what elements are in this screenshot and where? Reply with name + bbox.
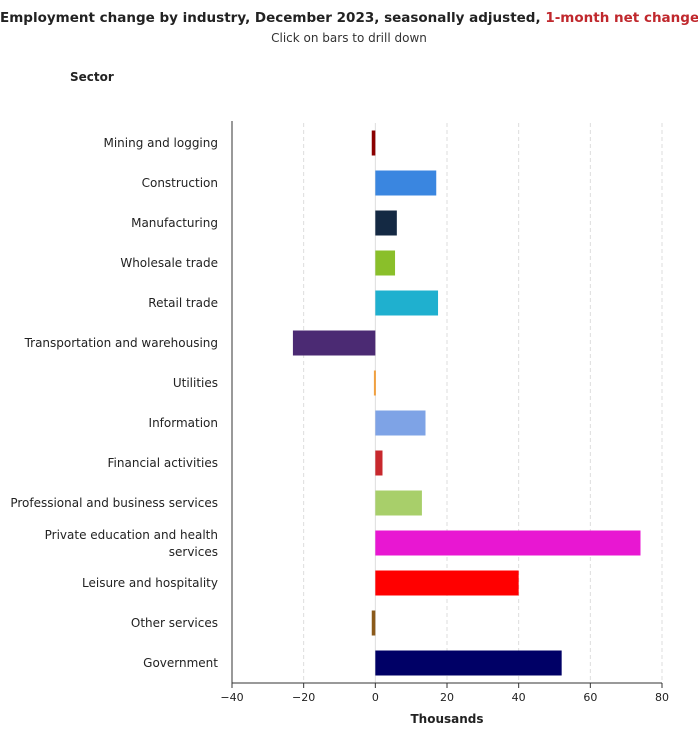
category-label: Retail trade [148,296,218,310]
bar[interactable] [375,570,519,596]
x-tick-label: 40 [512,691,526,704]
bar[interactable] [375,650,562,676]
category-label: Other services [131,616,218,630]
chart-title-main: Employment change by industry, December … [0,10,541,26]
bar[interactable] [371,130,376,156]
chart-title-accent: 1-month net change [545,10,698,26]
chart-title: Employment change by industry, December … [0,10,698,26]
bar[interactable] [375,410,426,436]
bar[interactable] [375,290,439,316]
x-tick-label: 0 [372,691,379,704]
x-tick-label: −40 [220,691,243,704]
category-label: Information [149,416,218,430]
x-tick-label: 20 [440,691,454,704]
y-axis-title: Sector [70,70,114,84]
category-label: Professional and business services [10,496,218,510]
bar[interactable] [371,610,376,636]
bar[interactable] [375,170,437,196]
bar[interactable] [375,450,383,476]
category-label: Wholesale trade [120,256,218,270]
category-label: Utilities [173,376,218,390]
category-label: Financial activities [108,456,218,470]
category-label: Mining and logging [103,136,218,150]
bar[interactable] [375,250,396,276]
category-label: Manufacturing [131,216,218,230]
category-label: Government [143,656,218,670]
bar[interactable] [375,490,422,516]
category-label: Private education and health services [45,528,218,559]
x-axis-title: Thousands [410,712,483,726]
category-label: Transportation and warehousing [24,336,218,350]
bar[interactable] [375,530,641,556]
bar[interactable] [375,210,397,236]
x-tick-label: 80 [655,691,669,704]
x-tick-label: 60 [583,691,597,704]
bar[interactable] [292,330,376,356]
x-tick-label: −20 [292,691,315,704]
bar[interactable] [373,370,376,396]
category-label: Construction [142,176,218,190]
category-label: Leisure and hospitality [82,576,218,590]
chart-subtitle: Click on bars to drill down [271,31,427,45]
